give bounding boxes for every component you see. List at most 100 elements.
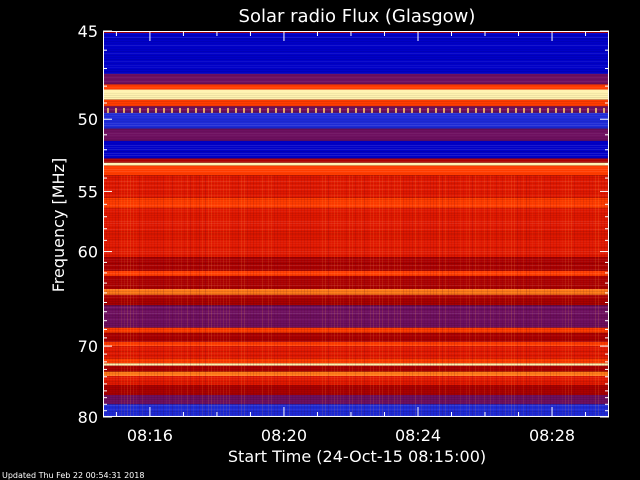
texture-stripe [103,335,609,336]
spectrum-band [103,208,609,235]
texture-stripe [103,113,609,114]
texture-stripe [103,261,609,262]
texture-stripe [103,195,609,196]
texture-stripe [103,329,609,330]
texture-stripe [103,325,609,326]
texture-streak [283,175,284,417]
texture-stripe [103,379,609,380]
spectrum-band [103,89,609,100]
texture-stripe [103,303,609,304]
texture-streak [589,175,590,417]
texture-streak [166,175,167,417]
texture-stripe [103,331,609,332]
interference-dot [331,107,333,113]
texture-streak [448,175,449,417]
texture-streak [109,175,110,417]
interference-dot [339,107,341,113]
texture-streak [592,175,593,417]
interference-dot [131,107,133,113]
texture-stripe [103,369,609,370]
texture-stripe [103,135,609,136]
texture-streak [562,175,563,417]
interference-dot [419,107,421,113]
texture-stripe [103,377,609,378]
texture-stripe [103,301,609,302]
texture-streak [316,175,317,417]
texture-stripe [103,165,609,166]
texture-streak [424,175,425,417]
texture-stripe [103,115,609,116]
texture-stripe [103,367,609,368]
texture-stripe [103,49,609,50]
texture-stripe [103,213,609,214]
texture-streak [574,175,575,417]
texture-streak [565,175,566,417]
texture-streak [388,175,389,417]
texture-streak [526,175,527,417]
texture-stripe [103,259,609,260]
texture-streak [406,175,407,417]
texture-streak [343,175,344,417]
spectrum-band [103,165,609,176]
texture-stripe [103,175,609,176]
texture-stripe [103,263,609,264]
texture-stripe [103,69,609,70]
texture-stripe [103,75,609,76]
texture-stripe [103,97,609,98]
x-axis-label: Start Time (24-Oct-15 08:15:00) [228,447,486,466]
texture-stripe [103,33,609,34]
spectrum-band [103,84,609,90]
texture-stripe [103,201,609,202]
texture-streak [367,175,368,417]
texture-streak [256,175,257,417]
interference-dot [379,107,381,113]
spectrum-band [103,270,609,277]
interference-dot [139,107,141,113]
texture-streak [379,175,380,417]
texture-streak [508,175,509,417]
texture-stripe [103,355,609,356]
texture-stripe [103,137,609,138]
x-tick-label: 08:16 [127,426,173,445]
texture-stripe [103,53,609,54]
texture-stripe [103,295,609,296]
texture-streak [250,175,251,417]
texture-stripe [103,177,609,178]
y-axis-label: Frequency [MHz] [49,158,68,292]
texture-stripe [103,61,609,62]
interference-dot [371,107,373,113]
texture-stripe [103,141,609,142]
texture-streak [112,175,113,417]
interference-dot [107,107,109,113]
texture-streak [535,175,536,417]
texture-streak [295,175,296,417]
texture-streak [328,175,329,417]
texture-streak [304,175,305,417]
interference-dot [171,107,173,113]
spectrum-band [103,197,609,209]
texture-stripe [103,59,609,60]
texture-streak [568,175,569,417]
texture-streak [229,175,230,417]
texture-stripe [103,397,609,398]
texture-streak [454,175,455,417]
texture-streak [451,175,452,417]
texture-stripe [103,101,609,102]
texture-stripe [103,409,609,410]
spectrum-band [103,32,609,39]
texture-stripe [103,129,609,130]
spectrum-band [103,394,609,405]
texture-stripe [103,119,609,120]
interference-dot [587,107,589,113]
spectrum-band [103,404,609,417]
texture-streak [358,175,359,417]
spectrum-band [103,294,609,306]
interference-dot [539,107,541,113]
texture-stripe [103,401,609,402]
texture-stripe [103,91,609,92]
texture-stripe [103,353,609,354]
texture-streak [337,175,338,417]
texture-streak [463,175,464,417]
texture-stripe [103,247,609,248]
texture-streak [232,175,233,417]
